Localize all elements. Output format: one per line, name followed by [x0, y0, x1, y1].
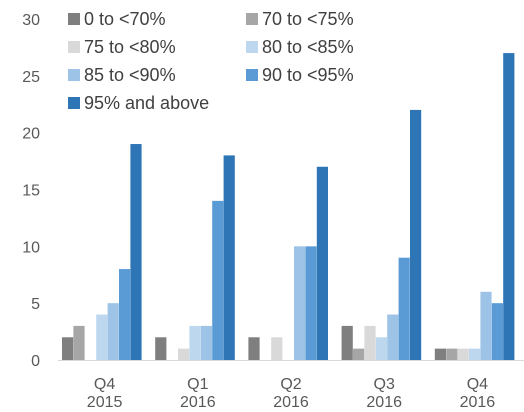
y-tick-label: 15: [22, 183, 40, 200]
bar: [434, 348, 446, 360]
bar: [491, 303, 503, 360]
bar: [200, 325, 212, 360]
bar: [305, 246, 317, 360]
legend-swatch: [68, 13, 80, 25]
x-tick-label: Q3: [374, 376, 395, 393]
bar: [457, 348, 469, 360]
legend-swatch: [246, 41, 258, 53]
x-tick-label: Q4: [94, 376, 115, 393]
legend-label: 0 to <70%: [84, 9, 166, 29]
x-tick-label: Q4: [467, 376, 488, 393]
bar: [387, 314, 399, 360]
x-tick-label: 2016: [366, 394, 402, 411]
y-tick-label: 5: [31, 296, 40, 313]
y-tick-label: 0: [31, 353, 40, 370]
bar: [155, 337, 167, 360]
y-tick-label: 25: [22, 69, 40, 86]
bars: [62, 53, 515, 361]
x-tick-label: 2015: [87, 394, 123, 411]
legend-label: 80 to <85%: [262, 37, 354, 57]
bar: [248, 337, 260, 360]
x-tick-label: Q1: [187, 376, 208, 393]
x-tick-label: Q2: [280, 376, 301, 393]
bar: [271, 337, 283, 360]
bar: [364, 325, 376, 360]
legend-swatch: [68, 41, 80, 53]
bar: [294, 246, 306, 360]
legend-label: 90 to <95%: [262, 65, 354, 85]
legend-swatch: [68, 69, 80, 81]
bar: [410, 109, 422, 361]
x-tick-label: 2016: [180, 394, 216, 411]
bar: [189, 325, 201, 360]
y-tick-label: 20: [22, 126, 40, 143]
bar: [107, 303, 119, 360]
legend-label: 70 to <75%: [262, 9, 354, 29]
bar: [480, 291, 492, 360]
legend-label: 75 to <80%: [84, 37, 176, 57]
bar: [316, 166, 328, 360]
bar: [212, 200, 224, 360]
legend: 0 to <70% 70 to <75% 75 to <80% 80 to <85% 8…: [68, 9, 354, 113]
legend-swatch: [246, 69, 258, 81]
bar: [398, 257, 410, 360]
bar: [96, 314, 108, 360]
bar: [73, 325, 85, 360]
bar: [469, 348, 481, 360]
x-tick-label: 2016: [273, 394, 309, 411]
y-axis: 0 5 10 15 20 25 30: [22, 12, 40, 370]
bar: [223, 155, 235, 360]
legend-swatch: [68, 97, 80, 109]
legend-label: 95% and above: [84, 93, 209, 113]
y-tick-label: 10: [22, 239, 40, 256]
y-tick-label: 30: [22, 12, 40, 29]
x-tick-label: 2016: [460, 394, 496, 411]
legend-label: 85 to <90%: [84, 65, 176, 85]
bar: [353, 348, 365, 360]
bar: [503, 53, 515, 360]
bar: [375, 337, 387, 360]
bar: [62, 337, 74, 360]
bar: [130, 144, 142, 360]
bar: [446, 348, 458, 360]
bar: [178, 348, 190, 360]
bar: [119, 269, 131, 360]
bar: [341, 325, 353, 360]
legend-swatch: [246, 13, 258, 25]
